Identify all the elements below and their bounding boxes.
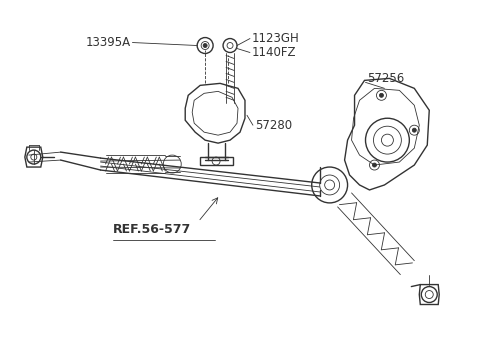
Text: 57256: 57256 — [368, 72, 405, 85]
Text: REF.56-577: REF.56-577 — [112, 223, 191, 236]
Text: 1123GH: 1123GH — [252, 32, 300, 45]
Circle shape — [372, 163, 376, 167]
Text: 1140FZ: 1140FZ — [252, 46, 297, 59]
Text: 57280: 57280 — [255, 119, 292, 132]
Text: 13395A: 13395A — [85, 36, 131, 49]
Circle shape — [203, 44, 207, 48]
Circle shape — [380, 93, 384, 97]
Circle shape — [412, 128, 416, 132]
